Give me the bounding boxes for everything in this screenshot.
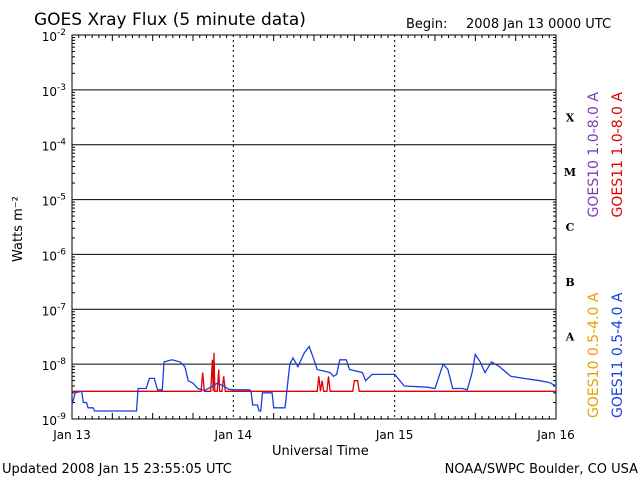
x-axis-ticks: Jan 13 Jan 14 Jan 15 Jan 16: [52, 35, 575, 442]
chart-title: GOES Xray Flux (5 minute data): [34, 10, 306, 30]
begin-value: 2008 Jan 13 0000 UTC: [466, 17, 611, 32]
y-tick-label: 10-4: [42, 138, 67, 154]
x-tick-label: Jan 15: [375, 428, 414, 442]
x-tick-label: Jan 13: [52, 428, 91, 442]
y-axis-ticks: 10-9 10-8 10-7 10-6 10-5 10-4 10-3 10-2: [42, 28, 556, 428]
series-line: [72, 352, 556, 392]
x-tick-label: Jan 14: [214, 428, 253, 442]
begin-label: Begin:: [406, 17, 447, 32]
flare-class-x: X: [566, 111, 575, 124]
legend-entry: GOES11 0.5-4.0 A: [610, 292, 626, 418]
flare-class-a: A: [565, 331, 575, 344]
data-series: [71, 345, 557, 412]
credit-text: NOAA/SWPC Boulder, CO USA: [445, 462, 638, 477]
series-line: [71, 345, 557, 412]
legend-entry: GOES10 0.5-4.0 A: [586, 292, 602, 418]
y-tick-label: 10-8: [42, 357, 67, 373]
legend: GOES10 1.0-8.0 A GOES11 1.0-8.0 A GOES10 0…: [586, 92, 626, 418]
flare-class-labels: A B C M X: [564, 111, 576, 343]
flare-class-b: B: [565, 276, 574, 289]
y-tick-label: 10-3: [42, 83, 66, 99]
x-axis-label: Universal Time: [272, 444, 369, 459]
y-tick-label: 10-5: [42, 193, 66, 209]
y-tick-label: 10-7: [42, 302, 66, 318]
gridlines: [72, 35, 556, 419]
legend-entry: GOES11 1.0-8.0 A: [610, 92, 626, 218]
flare-class-m: M: [564, 166, 576, 179]
y-tick-label: 10-6: [42, 247, 67, 263]
flare-class-c: C: [566, 221, 575, 234]
y-tick-label: 10-9: [42, 412, 67, 428]
legend-entry: GOES10 1.0-8.0 A: [586, 92, 602, 218]
updated-timestamp: Updated 2008 Jan 15 23:55:05 UTC: [2, 462, 232, 477]
y-axis-label: Watts m⁻²: [11, 196, 26, 262]
x-tick-label: Jan 16: [536, 428, 575, 442]
y-tick-label: 10-2: [42, 28, 66, 44]
